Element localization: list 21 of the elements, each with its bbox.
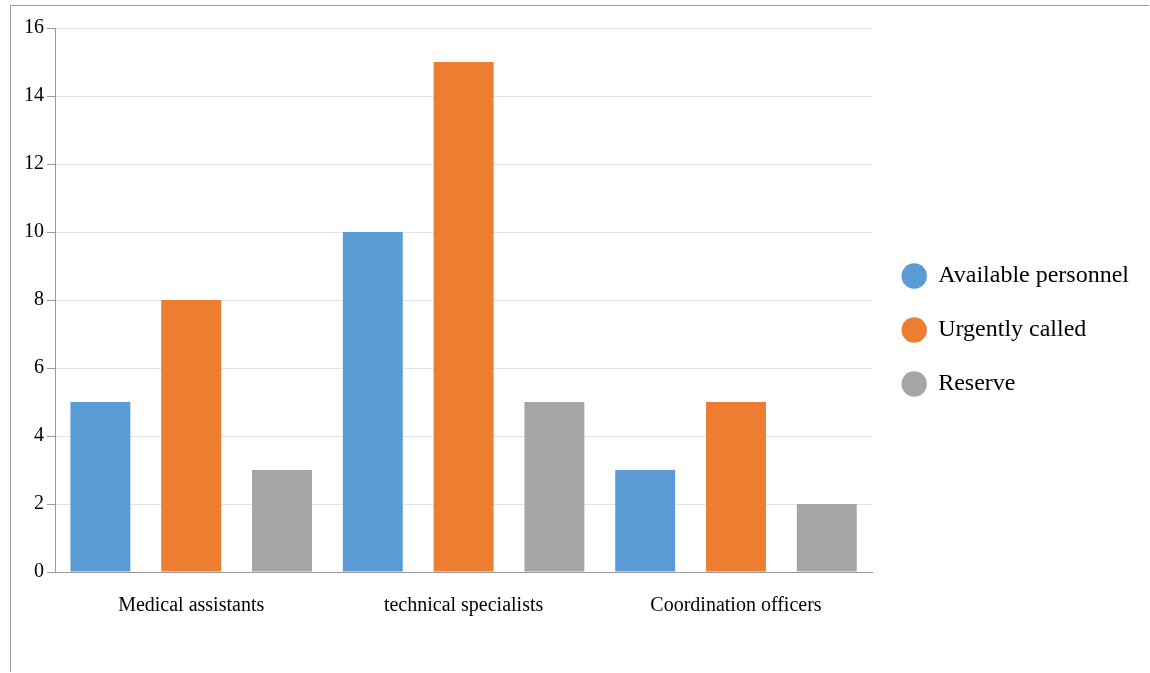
bar [615,470,676,572]
bar [161,300,222,572]
y-tick-label: 4 [34,423,44,446]
legend-label: Urgently called [938,315,1087,342]
y-tick-label: 6 [34,355,44,378]
bar [433,62,494,572]
bar [706,402,766,572]
y-tick-label: 0 [34,559,44,582]
x-tick-label: Coordination officers [650,593,822,616]
y-tick-label: 12 [24,151,44,174]
bar [342,232,403,572]
legend-label: Reserve [938,369,1016,396]
y-tick-label: 16 [24,15,44,38]
legend-label: Available personnel [938,261,1130,288]
x-tick-label: technical specialists [383,593,544,617]
y-tick-label: 8 [34,287,44,310]
y-tick-label: 10 [24,219,44,242]
y-tick-label: 2 [34,491,44,514]
x-tick-label: Medical assistants [118,593,265,616]
bar [70,402,131,572]
y-tick-label: 14 [24,83,44,106]
